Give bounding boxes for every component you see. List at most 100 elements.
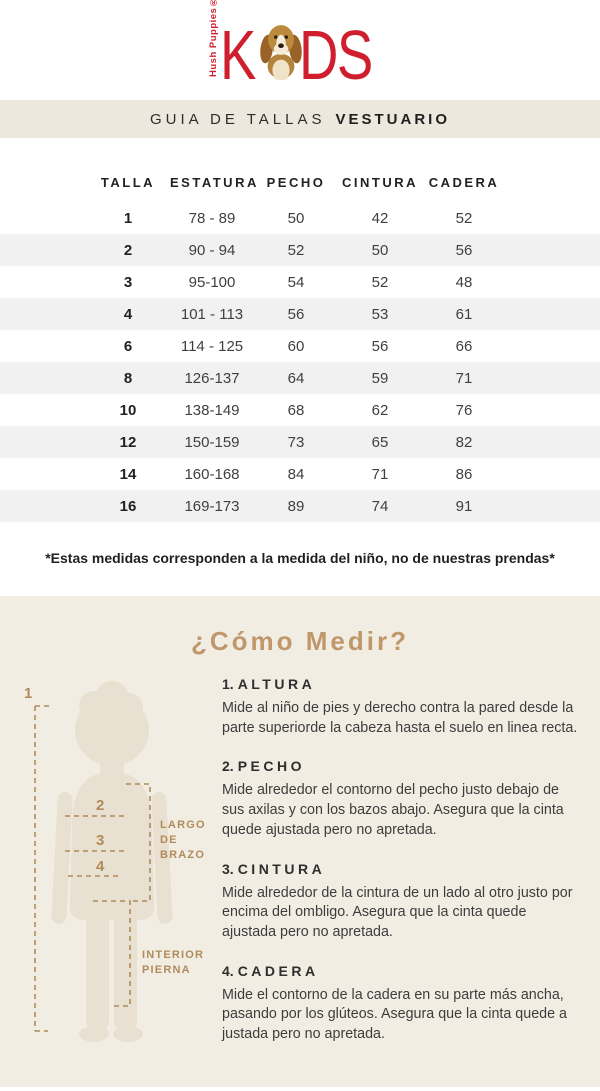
instruction-body: Mide alrededor el contorno del pecho jus… [222,782,564,838]
diagram-number-3: 3 [96,832,104,849]
arm-length-label-line1: LARGO [160,819,206,831]
size-table: TALLA ESTATURA PECHO CINTURA CADERA 1 78 - 8… [0,162,600,596]
kids-letters-ds: DS [298,15,373,94]
size-table-header: TALLA ESTATURA PECHO CINTURA CADERA [0,162,600,202]
cell-cadera: 71 [455,369,473,387]
instruction-body: Mide alrededor de la cintura de un lado … [222,884,573,941]
cell-estatura: 160-168 [184,465,240,483]
cell-estatura: 78 - 89 [188,209,236,227]
column-header: TALLA [100,174,156,190]
arm-length-label-line2: DE [160,834,178,846]
table-row: 6 114 - 125 60 56 66 [0,330,600,362]
table-row: 12 150-159 73 65 82 [0,426,600,458]
instruction-item: 1. ALTURA Mide al niño de pies y derecho … [222,676,578,738]
cell-estatura: 90 - 94 [188,241,236,259]
hush-puppies-wordmark: Hush Puppies® [208,0,220,77]
cell-talla: 12 [119,433,137,451]
cell-cintura: 42 [371,209,389,227]
cell-cintura: 62 [371,401,389,419]
cell-pecho: 56 [287,305,305,323]
instruction-number: 4. [222,962,234,979]
measure-instructions: 1. ALTURA Mide al niño de pies y derecho … [222,676,578,1065]
how-to-measure-title: ¿Cómo Medir? [191,626,409,656]
cell-pecho: 84 [287,465,305,483]
table-row: 10 138-149 68 62 76 [0,394,600,426]
cell-estatura: 126-137 [184,369,240,387]
cell-estatura: 138-149 [184,401,240,419]
cell-cadera: 61 [455,305,473,323]
instruction-label: PECHO [237,758,305,775]
cell-estatura: 95-100 [188,273,236,291]
band-title-regular: GUIA DE TALLAS [149,110,326,128]
cell-talla: 2 [123,241,133,259]
instruction-item: 3. CINTURA Mide alrededor de la cintura d… [222,861,578,943]
instruction-heading: 4. CADERA [222,963,578,979]
kids-letter-k: K [220,15,256,94]
cell-pecho: 73 [287,433,305,451]
cell-cadera: 91 [455,497,473,515]
cell-talla: 8 [123,369,133,387]
column-header: ESTATURA [170,174,259,190]
hush-puppies-kids-logo: Hush Puppies® K DS [208,0,392,94]
cell-pecho: 64 [287,369,305,387]
instruction-heading: 2. PECHO [222,758,578,774]
section-title-band: GUIA DE TALLAS VESTUARIO [0,100,600,138]
cell-pecho: 54 [287,273,305,291]
diagram-number-1: 1 [24,685,32,702]
cell-cintura: 71 [371,465,389,483]
instruction-item: 2. PECHO Mide alrededor el contorno del p… [222,758,578,840]
table-row: 1 78 - 89 50 42 52 [0,202,600,234]
brand-header: Hush Puppies® K DS [0,0,600,100]
table-row: 8 126-137 64 59 71 [0,362,600,394]
cell-talla: 14 [119,465,137,483]
column-header: CADERA [428,174,500,190]
cell-pecho: 50 [287,209,305,227]
inner-leg-bracket [93,900,131,1007]
cell-cadera: 52 [455,209,473,227]
instruction-heading: 1. ALTURA [222,676,578,692]
cell-talla: 3 [123,273,133,291]
cell-cintura: 59 [371,369,389,387]
cell-talla: 1 [123,209,133,227]
measurement-disclaimer: *Estas medidas corresponden a la medida … [45,550,555,566]
inner-leg-label-line2: PIERNA [142,964,191,976]
table-row: 3 95-100 54 52 48 [0,266,600,298]
arm-length-label-line3: BRAZO [160,849,205,861]
table-row: 16 169-173 89 74 91 [0,490,600,522]
cell-cintura: 53 [371,305,389,323]
cell-pecho: 60 [287,337,305,355]
cell-cintura: 74 [371,497,389,515]
cell-cintura: 52 [371,273,389,291]
cell-estatura: 150-159 [184,433,240,451]
inner-leg-label-line1: INTERIOR [142,949,204,961]
cell-cintura: 50 [371,241,389,259]
band-title-bold: VESTUARIO [335,110,450,128]
cell-cadera: 76 [455,401,473,419]
column-header: PECHO [266,174,326,190]
cell-estatura: 114 - 125 [180,337,244,355]
cell-pecho: 52 [287,241,305,259]
cell-cadera: 82 [455,433,473,451]
cell-talla: 10 [119,401,137,419]
cell-cadera: 86 [455,465,473,483]
size-table-body: 1 78 - 89 50 42 52 2 90 - 94 52 50 56 3 … [0,202,600,522]
instruction-label: CINTURA [237,860,326,877]
cell-cadera: 56 [455,241,473,259]
table-row: 4 101 - 113 56 53 61 [0,298,600,330]
cell-cadera: 48 [455,273,473,291]
cell-talla: 6 [123,337,133,355]
instruction-item: 4. CADERA Mide el contorno de la cadera e… [222,963,578,1045]
column-header: CINTURA [342,174,418,190]
arm-length-bracket [126,783,151,902]
measurement-lines [34,705,151,1032]
instruction-number: 3. [222,860,234,877]
instruction-number: 1. [222,676,234,692]
cell-pecho: 68 [287,401,305,419]
cell-pecho: 89 [287,497,305,515]
cell-cintura: 65 [371,433,389,451]
diagram-number-4: 4 [96,858,105,875]
cell-estatura: 101 - 113 [180,305,244,323]
cell-talla: 4 [123,305,133,323]
instruction-heading: 3. CINTURA [222,861,578,877]
